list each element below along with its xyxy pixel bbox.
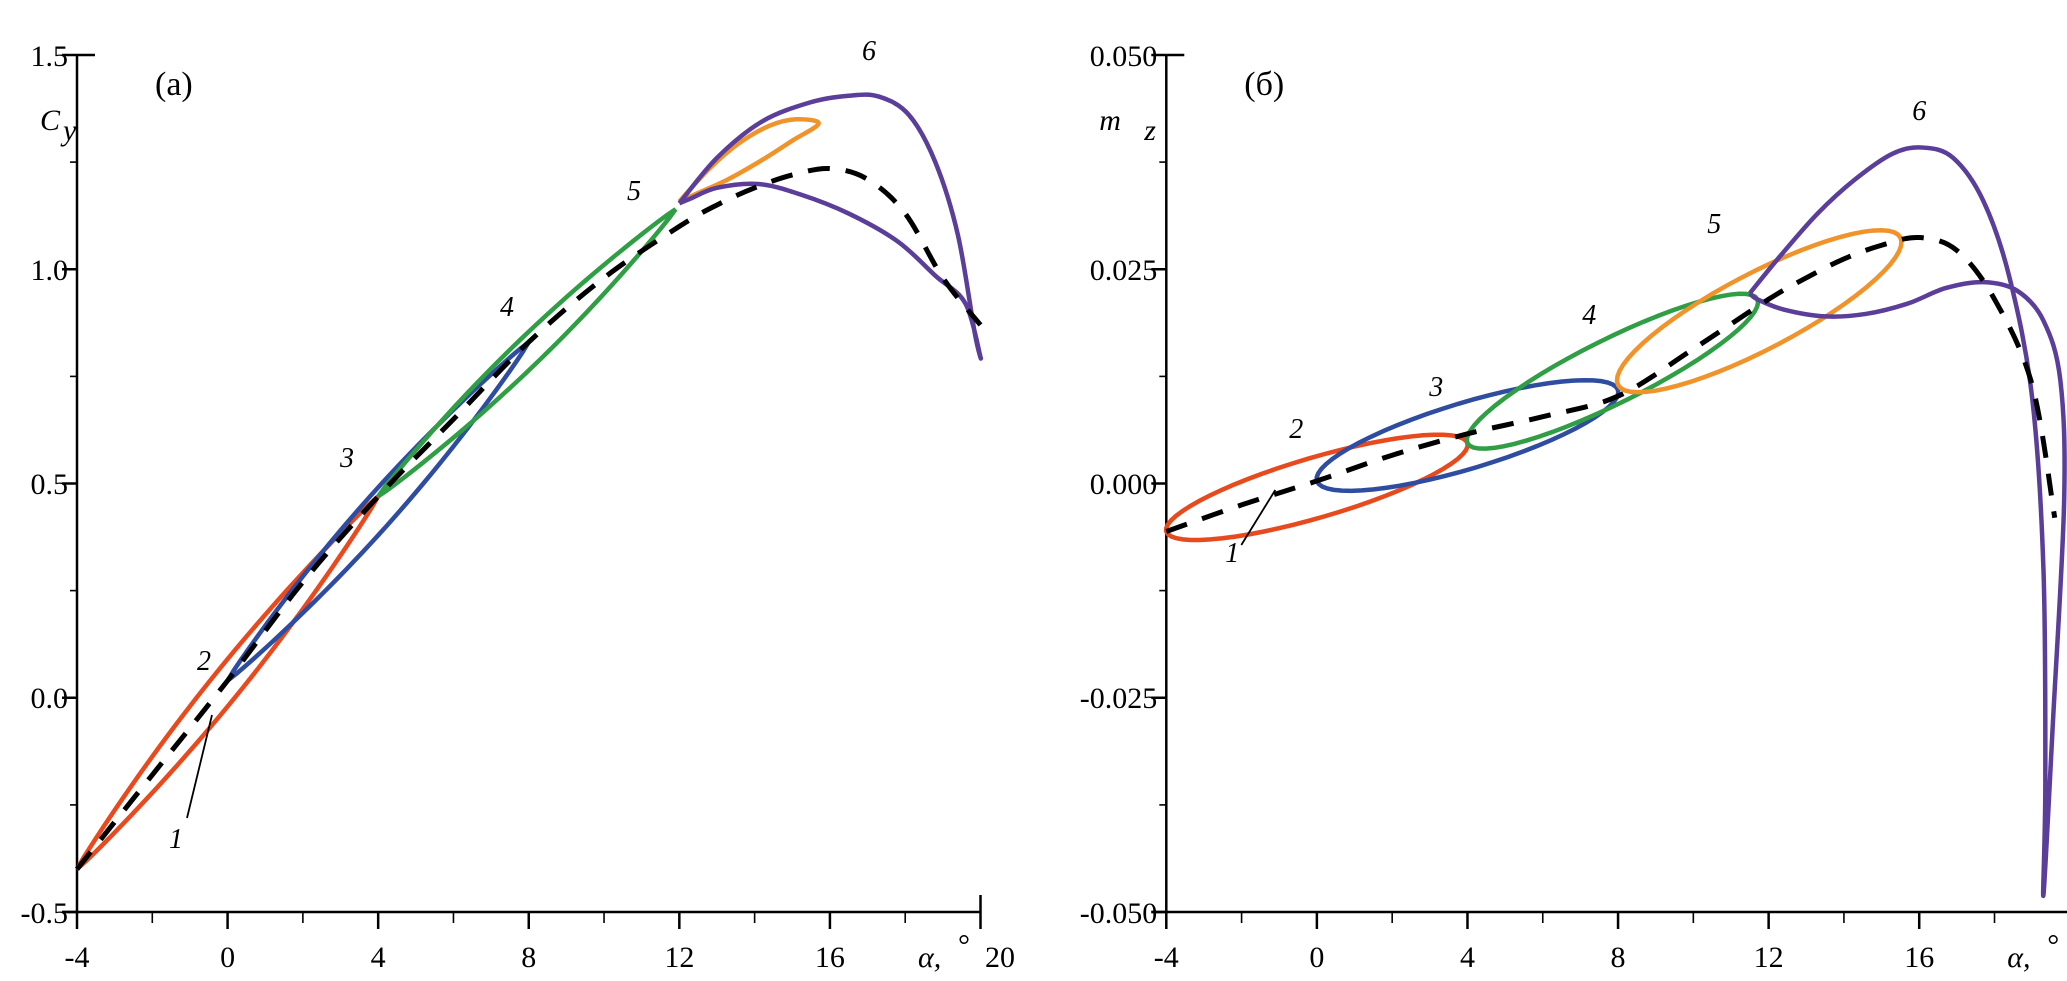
svg-text:C: C bbox=[40, 104, 61, 137]
svg-text:3: 3 bbox=[1428, 372, 1443, 403]
svg-text:4: 4 bbox=[371, 941, 386, 974]
svg-text:-0.050: -0.050 bbox=[1080, 897, 1158, 930]
svg-text:4: 4 bbox=[1460, 941, 1475, 974]
svg-text:8: 8 bbox=[521, 941, 536, 974]
svg-text:0.000: 0.000 bbox=[1090, 468, 1158, 501]
svg-text:y: y bbox=[60, 114, 77, 147]
svg-text:3: 3 bbox=[339, 443, 354, 474]
svg-text:α,: α, bbox=[2007, 941, 2030, 974]
svg-text:8: 8 bbox=[1611, 941, 1626, 974]
svg-text:-4: -4 bbox=[1154, 941, 1179, 974]
svg-text:°: ° bbox=[2047, 929, 2059, 962]
svg-text:0.050: 0.050 bbox=[1090, 40, 1158, 73]
svg-text:-0.5: -0.5 bbox=[21, 897, 69, 930]
svg-text:0.025: 0.025 bbox=[1090, 254, 1158, 287]
svg-text:2: 2 bbox=[1289, 414, 1303, 445]
svg-text:-0.025: -0.025 bbox=[1080, 682, 1158, 715]
svg-text:16: 16 bbox=[815, 941, 845, 974]
svg-text:0.0: 0.0 bbox=[31, 682, 69, 715]
svg-text:2: 2 bbox=[197, 646, 211, 677]
svg-text:1: 1 bbox=[169, 824, 183, 855]
svg-text:0: 0 bbox=[220, 941, 235, 974]
svg-text:°: ° bbox=[958, 929, 970, 962]
svg-text:6: 6 bbox=[862, 36, 876, 67]
svg-text:(б): (б) bbox=[1244, 66, 1284, 103]
svg-text:20: 20 bbox=[985, 941, 1015, 974]
svg-text:1.0: 1.0 bbox=[31, 254, 69, 287]
svg-text:m: m bbox=[1099, 104, 1121, 137]
svg-text:16: 16 bbox=[1904, 941, 1934, 974]
svg-text:z: z bbox=[1143, 114, 1156, 147]
svg-text:4: 4 bbox=[500, 292, 514, 323]
svg-text:12: 12 bbox=[1754, 941, 1784, 974]
svg-text:(a): (a) bbox=[155, 66, 193, 103]
svg-text:α,: α, bbox=[918, 941, 941, 974]
svg-text:4: 4 bbox=[1582, 300, 1596, 331]
svg-text:0.5: 0.5 bbox=[31, 468, 69, 501]
svg-text:0: 0 bbox=[1309, 941, 1324, 974]
svg-text:12: 12 bbox=[664, 941, 694, 974]
svg-text:1.5: 1.5 bbox=[31, 40, 69, 73]
svg-text:1: 1 bbox=[1225, 538, 1239, 569]
svg-text:-4: -4 bbox=[65, 941, 90, 974]
svg-text:5: 5 bbox=[1707, 209, 1721, 240]
svg-text:6: 6 bbox=[1912, 96, 1926, 127]
svg-text:5: 5 bbox=[627, 176, 641, 207]
